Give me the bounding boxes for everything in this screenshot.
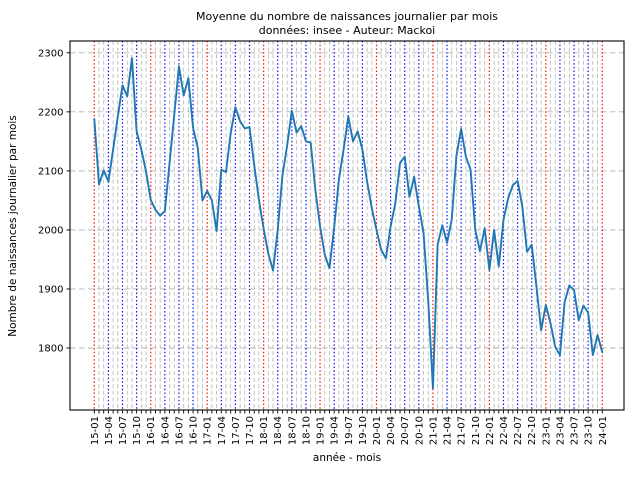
svg-text:22-01: 22-01 (485, 416, 496, 445)
data-line (93, 57, 604, 390)
svg-text:16-10: 16-10 (189, 416, 200, 445)
svg-text:17-07: 17-07 (231, 416, 242, 445)
svg-text:22-10: 22-10 (527, 416, 538, 445)
svg-text:16-01: 16-01 (146, 416, 157, 445)
svg-text:17-10: 17-10 (245, 416, 256, 445)
svg-text:22-04: 22-04 (499, 416, 510, 445)
svg-text:2000: 2000 (38, 225, 63, 236)
svg-text:1900: 1900 (38, 284, 63, 295)
svg-text:18-10: 18-10 (301, 416, 312, 445)
chart-title: Moyenne du nombre de naissances journali… (195, 10, 498, 23)
svg-text:2300: 2300 (38, 48, 63, 59)
svg-text:15-04: 15-04 (104, 416, 115, 445)
svg-text:23-07: 23-07 (570, 416, 581, 445)
svg-text:18-07: 18-07 (287, 416, 298, 445)
svg-text:19-01: 19-01 (316, 416, 327, 445)
svg-text:15-01: 15-01 (90, 416, 101, 445)
svg-text:15-07: 15-07 (118, 416, 129, 445)
svg-text:21-10: 21-10 (471, 416, 482, 445)
svg-text:19-10: 19-10 (358, 416, 369, 445)
svg-text:20-10: 20-10 (414, 416, 425, 445)
svg-text:21-01: 21-01 (428, 416, 439, 445)
svg-text:20-01: 20-01 (372, 416, 383, 445)
svg-text:17-04: 17-04 (217, 416, 228, 445)
svg-text:2200: 2200 (38, 107, 63, 118)
chart-subtitle: données: insee - Auteur: Mackoi (258, 24, 436, 37)
svg-text:19-04: 19-04 (330, 416, 341, 445)
svg-text:20-04: 20-04 (386, 416, 397, 445)
svg-text:15-10: 15-10 (132, 416, 143, 445)
svg-text:16-07: 16-07 (174, 416, 185, 445)
vertical-gridlines (93, 41, 603, 410)
tick-marks (66, 52, 603, 414)
svg-text:23-01: 23-01 (541, 416, 552, 445)
svg-text:17-01: 17-01 (203, 416, 214, 445)
svg-text:23-04: 23-04 (555, 416, 566, 445)
svg-text:19-07: 19-07 (344, 416, 355, 445)
svg-text:18-04: 18-04 (273, 416, 284, 445)
svg-text:16-04: 16-04 (160, 416, 171, 445)
svg-text:2100: 2100 (38, 166, 63, 177)
svg-text:24-01: 24-01 (598, 416, 609, 445)
svg-text:21-04: 21-04 (443, 416, 454, 445)
svg-text:23-10: 23-10 (584, 416, 595, 445)
svg-text:21-07: 21-07 (457, 416, 468, 445)
svg-text:22-07: 22-07 (513, 416, 524, 445)
x-axis-label: année - mois (312, 452, 382, 464)
svg-text:18-01: 18-01 (259, 416, 270, 445)
svg-text:1800: 1800 (38, 344, 63, 355)
axes-spines (69, 40, 625, 411)
svg-text:20-07: 20-07 (400, 416, 411, 445)
